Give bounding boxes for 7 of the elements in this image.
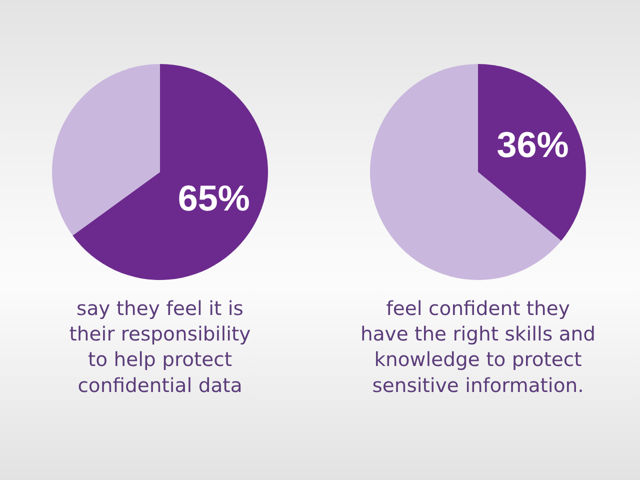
pie-slice <box>478 64 586 241</box>
text: feel confident they have the right skills and knowledge to protect sensitive information. <box>360 297 596 397</box>
data-label: 65% <box>178 177 250 218</box>
pie-slice <box>52 64 160 236</box>
data-label: 36% <box>496 124 569 166</box>
pie-slice <box>72 64 268 280</box>
text: say they feel it is their responsibility to help protect confidential data <box>69 297 251 397</box>
